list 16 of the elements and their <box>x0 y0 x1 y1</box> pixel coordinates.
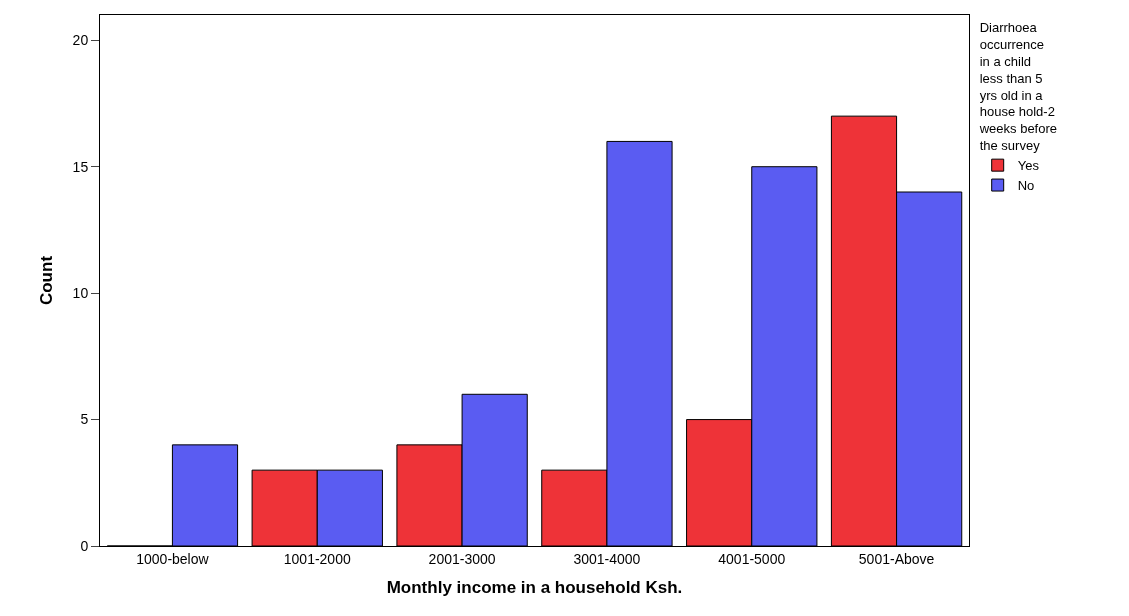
y-tick-label: 10 <box>72 285 89 302</box>
x-tick-label: 1001-2000 <box>283 550 351 567</box>
x-tick-label: 5001-Above <box>858 550 935 567</box>
y-tick-label: 0 <box>80 537 89 554</box>
legend-label: No <box>1017 178 1035 194</box>
x-tick-label: 4001-5000 <box>718 550 786 567</box>
y-tick-label: 15 <box>72 158 89 175</box>
y-tick-label: 5 <box>80 411 89 428</box>
x-tick-label: 3001-4000 <box>573 550 641 567</box>
x-tick-label: 1000-below <box>136 550 210 567</box>
x-axis-title: Monthly income in a household Ksh. <box>386 578 683 598</box>
legend-title: Diarrhoea occurrence in a child less than 5 yrs old in a house hold-2 weeks before the survey <box>978 19 1058 154</box>
y-axis-title: Count <box>37 255 57 306</box>
x-tick-label: 2001-3000 <box>428 550 496 567</box>
y-tick-label: 20 <box>72 32 89 49</box>
legend-label: Yes <box>1017 158 1040 174</box>
